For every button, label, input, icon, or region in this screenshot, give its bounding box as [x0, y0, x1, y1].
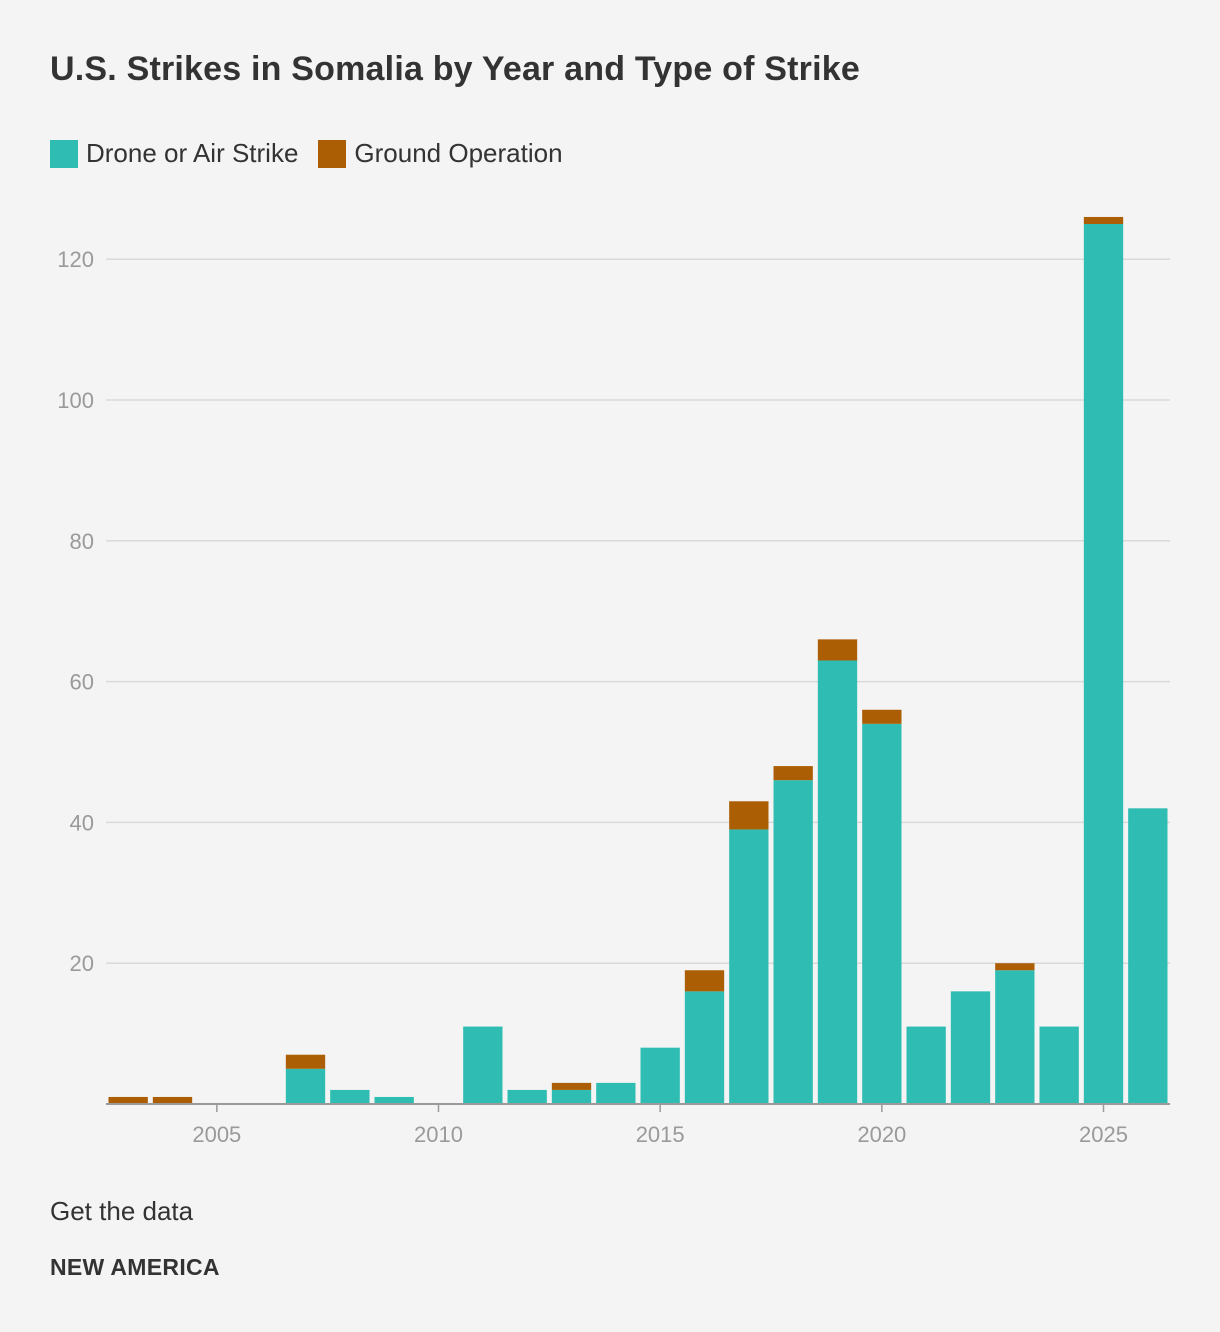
chart-title: U.S. Strikes in Somalia by Year and Type… — [50, 50, 860, 88]
legend: Drone or Air Strike Ground Operation — [50, 138, 583, 169]
x-tick-label-2010: 2010 — [414, 1122, 463, 1147]
bar-2009-drone — [374, 1096, 414, 1104]
bar-2023-ground — [995, 963, 1035, 971]
legend-swatch-drone — [50, 139, 78, 168]
bar-2011-drone — [463, 1026, 503, 1104]
bar-2024-drone — [1039, 1026, 1079, 1104]
legend-swatch-ground — [318, 139, 347, 168]
x-tick-label-2025: 2025 — [1079, 1122, 1128, 1147]
bar-2003-ground — [108, 1096, 148, 1104]
bar-2017-drone — [729, 829, 769, 1104]
bar-2018-ground — [773, 766, 813, 781]
y-tick-label-60: 60 — [70, 670, 94, 695]
get-the-data-link[interactable]: Get the data — [50, 1196, 194, 1226]
bar-chart: 20 40 60 80 100 120 2005 2010 2015 2020 2025 — [57, 216, 1170, 1147]
x-tick-label-2005: 2005 — [192, 1122, 241, 1147]
bar-2018-drone — [773, 780, 813, 1104]
x-tick-label-2015: 2015 — [636, 1122, 685, 1147]
legend-label-ground: Ground Operation — [354, 138, 563, 168]
bar-2007-drone — [285, 1068, 326, 1104]
x-tick-label-2020: 2020 — [857, 1122, 906, 1147]
bar-2022-drone — [950, 991, 991, 1104]
y-tick-label-120: 120 — [57, 247, 94, 272]
brand-logo-text: NEW AMERICA — [50, 1254, 220, 1280]
bar-2019-drone — [817, 660, 858, 1104]
legend-label-drone: Drone or Air Strike — [86, 138, 299, 168]
bar-2013-ground — [551, 1082, 592, 1090]
bar-2014-drone — [596, 1082, 636, 1104]
bar-2020-ground — [862, 709, 902, 724]
y-tick-label-20: 20 — [70, 951, 94, 976]
bar-2012-drone — [507, 1089, 547, 1104]
legend-item-drone[interactable]: Drone or Air Strike — [50, 138, 298, 169]
bar-2015-drone — [640, 1047, 680, 1104]
bar-2004-ground — [152, 1096, 193, 1104]
bar-2019-ground — [817, 639, 858, 661]
bar-2016-ground — [684, 970, 725, 992]
bar-2021-drone — [906, 1026, 946, 1104]
bar-2016-drone — [684, 991, 725, 1104]
bar-2026-drone — [1128, 808, 1168, 1104]
bar-2017-ground — [729, 801, 769, 830]
y-tick-label-80: 80 — [70, 529, 94, 554]
bar-2007-ground — [285, 1054, 326, 1069]
bar-2013-drone — [551, 1089, 592, 1104]
bar-2008-drone — [330, 1089, 370, 1104]
bar-2020-drone — [862, 723, 902, 1104]
bar-2025-ground — [1083, 216, 1124, 224]
bar-2023-drone — [995, 970, 1035, 1104]
y-tick-label-100: 100 — [57, 388, 94, 413]
y-tick-label-40: 40 — [70, 810, 94, 835]
legend-item-ground[interactable]: Ground Operation — [318, 138, 563, 169]
bar-2025-drone — [1083, 224, 1124, 1104]
